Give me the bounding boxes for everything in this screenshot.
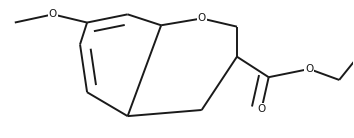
Text: O: O — [49, 9, 57, 19]
Text: O: O — [305, 64, 313, 74]
Text: O: O — [198, 13, 206, 23]
Text: O: O — [257, 104, 266, 114]
